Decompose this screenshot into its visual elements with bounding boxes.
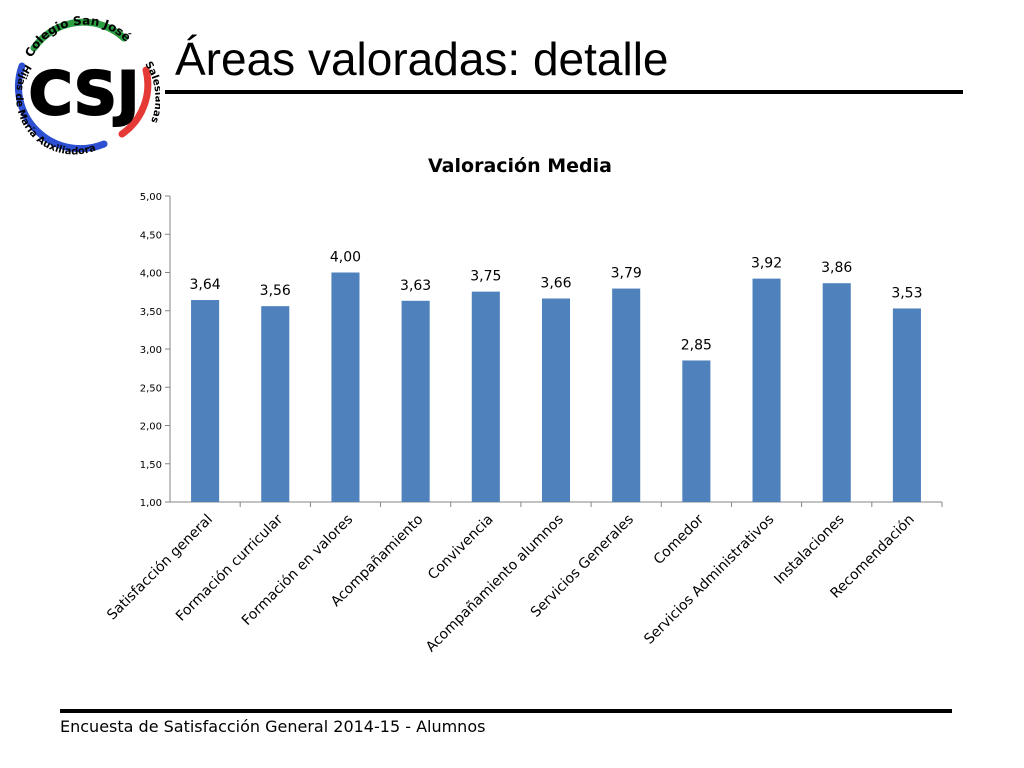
- footer-divider: [60, 709, 952, 713]
- y-tick-label: 1,50: [140, 460, 162, 471]
- logo-arc-blue: [14, 62, 108, 153]
- data-label: 3,86: [821, 260, 852, 276]
- bar: [682, 360, 711, 502]
- bar-chart: Valoración Media 1,00 1,50 2,00 2,50 3,00 3,5…: [104, 155, 943, 656]
- x-tick-label: Servicios Administrativos: [641, 512, 777, 648]
- logo-arc-red: [118, 66, 152, 138]
- x-tick-label: Instalaciones: [771, 512, 847, 588]
- y-tick-label: 2,00: [140, 422, 162, 433]
- bar: [541, 298, 571, 502]
- y-tick-label: 3,50: [140, 307, 162, 318]
- x-tick-label: Acompañamiento alumnos: [423, 512, 567, 656]
- chart-title: Valoración Media: [428, 155, 612, 177]
- data-label: 3,79: [611, 266, 642, 282]
- data-label: 3,63: [400, 278, 431, 294]
- slide-title: Áreas valoradas: detalle: [175, 33, 669, 85]
- y-tick-label: 1,00: [140, 498, 162, 509]
- y-tick-label: 4,50: [140, 230, 162, 241]
- y-tick-label: 5,00: [140, 192, 162, 203]
- logo-monogram: CSJ: [29, 59, 140, 129]
- title-divider: [165, 90, 963, 94]
- y-tick-label: 2,50: [140, 383, 162, 394]
- x-tick-label: Convivencia: [425, 512, 497, 584]
- x-tick-label: Comedor: [651, 511, 708, 568]
- bar: [471, 291, 500, 502]
- data-label: 3,66: [540, 276, 571, 292]
- bar: [752, 278, 781, 502]
- data-label: 4,00: [330, 250, 361, 266]
- data-label: 3,56: [260, 283, 291, 299]
- bar: [191, 300, 220, 502]
- y-tick-label: 4,00: [140, 269, 162, 280]
- y-tick-label: 3,00: [140, 345, 162, 356]
- logo-top-text: Colegio San José: [22, 13, 134, 59]
- data-label: 3,64: [190, 277, 221, 293]
- school-logo: CSJ Colegio San José Hijas de María Auxi…: [13, 13, 160, 157]
- data-label: 3,92: [751, 256, 782, 272]
- bar: [612, 288, 641, 502]
- data-label: 3,75: [470, 269, 501, 285]
- data-label: 3,53: [891, 285, 922, 301]
- data-label: 2,85: [681, 337, 712, 353]
- bar: [331, 272, 360, 502]
- bar: [822, 283, 851, 502]
- bar: [892, 308, 921, 502]
- footer-text: Encuesta de Satisfacción General 2014-15…: [60, 717, 486, 736]
- bar: [401, 300, 430, 502]
- bar: [261, 306, 290, 502]
- logo-arc-green: [30, 18, 128, 52]
